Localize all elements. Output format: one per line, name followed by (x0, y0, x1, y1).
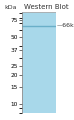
Text: Western Blot: Western Blot (24, 4, 68, 10)
Text: —66kDa: —66kDa (57, 23, 74, 28)
Text: kDa: kDa (4, 5, 16, 10)
